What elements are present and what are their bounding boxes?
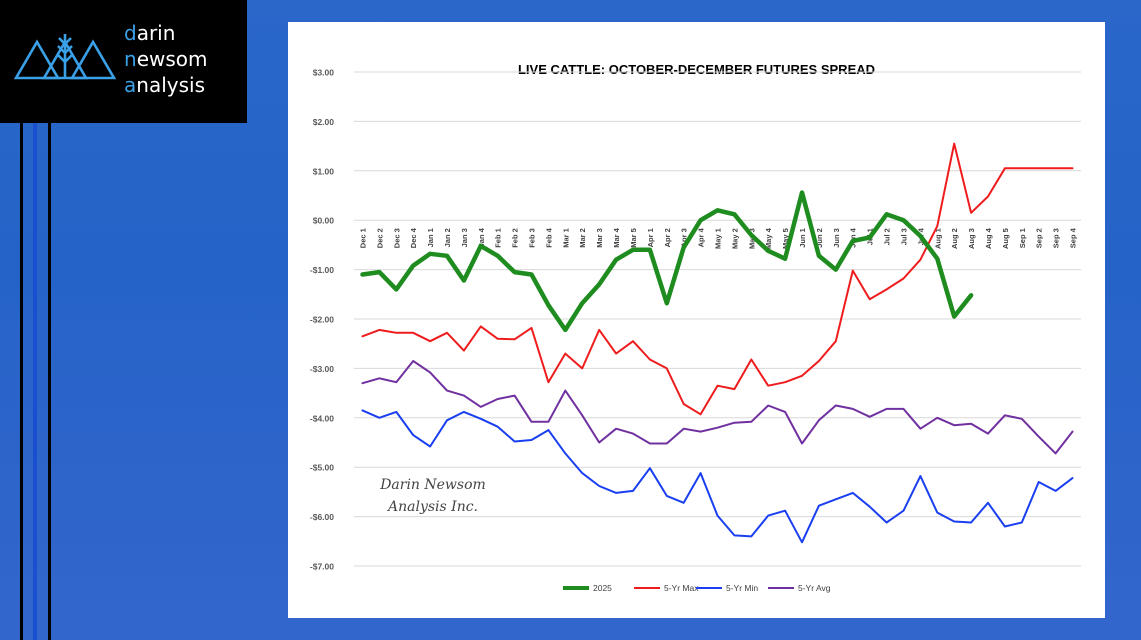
x-tick-label: Dec 3 — [392, 228, 401, 248]
x-tick-label: Aug 4 — [984, 227, 993, 249]
x-tick-label: Jan 3 — [460, 228, 469, 247]
x-tick-label: Mar 3 — [595, 228, 604, 248]
x-tick-label: Jun 1 — [798, 228, 807, 248]
legend-label: 5-Yr Avg — [798, 583, 831, 593]
series-line-2025 — [360, 190, 974, 333]
y-tick-label: -$2.00 — [310, 315, 334, 325]
x-tick-label: Jan 4 — [477, 227, 486, 247]
chart-frame: LIVE CATTLE: OCTOBER-DECEMBER FUTURES SP… — [288, 22, 1105, 618]
y-tick-label: -$6.00 — [310, 512, 334, 522]
y-tick-label: -$5.00 — [310, 463, 334, 473]
x-tick-label: Apr 4 — [697, 227, 706, 247]
x-tick-label: Aug 5 — [1001, 228, 1010, 249]
logo-box: darin newsom analysis — [0, 0, 247, 123]
x-tick-label: Jan 2 — [443, 228, 452, 247]
x-tick-label: Mar 1 — [561, 228, 570, 248]
y-tick-label: -$3.00 — [310, 364, 334, 374]
x-tick-label: Dec 1 — [358, 228, 367, 248]
y-tick-label: -$7.00 — [310, 562, 334, 572]
chart-title: LIVE CATTLE: OCTOBER-DECEMBER FUTURES SP… — [517, 62, 876, 77]
logo-wordmark: darin newsom analysis — [124, 21, 208, 97]
x-tick-label: Sep 4 — [1069, 227, 1078, 248]
y-tick-label: -$1.00 — [310, 265, 334, 275]
series-line-5-yr-min — [361, 409, 1074, 544]
legend-label: 5-Yr Min — [726, 583, 758, 593]
x-tick-label: Jun 4 — [849, 227, 858, 247]
x-tick-label: Feb 1 — [494, 228, 503, 248]
y-tick-label: -$4.00 — [310, 413, 334, 423]
x-tick-label: May 5 — [781, 228, 790, 249]
y-tick-label: $3.00 — [313, 68, 335, 78]
y-tick-label: $2.00 — [313, 117, 335, 127]
x-tick-label: May 2 — [730, 228, 739, 249]
legend-label: 5-Yr Max — [664, 583, 699, 593]
x-tick-label: Aug 2 — [950, 228, 959, 249]
x-tick-label: Aug 1 — [933, 228, 942, 249]
x-tick-label: Sep 1 — [1018, 228, 1027, 248]
x-tick-label: May 1 — [714, 228, 723, 249]
x-tick-label: Apr 1 — [646, 228, 655, 247]
x-tick-label: Apr 3 — [680, 228, 689, 247]
x-tick-label: Mar 4 — [612, 227, 621, 247]
x-tick-label: Feb 3 — [528, 228, 537, 248]
x-tick-label: Jun 3 — [832, 228, 841, 248]
x-tick-label: Feb 4 — [544, 227, 553, 247]
x-tick-label: Aug 3 — [967, 228, 976, 249]
series-line-5-yr-avg — [361, 360, 1074, 455]
x-tick-label: Feb 2 — [511, 228, 520, 248]
x-tick-label: Apr 2 — [663, 228, 672, 247]
series-line-5-yr-max — [361, 142, 1074, 416]
x-tick-label: Sep 2 — [1035, 228, 1044, 248]
x-tick-label: Dec 4 — [409, 227, 418, 248]
legend-label: 2025 — [593, 583, 612, 593]
x-tick-label: Jul 2 — [883, 228, 892, 245]
x-tick-label: Jan 1 — [426, 228, 435, 247]
divider-line-black — [20, 123, 23, 640]
x-tick-label: May 3 — [747, 228, 756, 249]
x-tick-label: Jun 2 — [815, 228, 824, 248]
divider-line-blue — [33, 123, 37, 640]
x-tick-label: Mar 5 — [629, 228, 638, 248]
x-tick-label: Dec 2 — [375, 228, 384, 248]
y-tick-label: $1.00 — [313, 166, 335, 176]
y-tick-label: $0.00 — [313, 216, 335, 226]
mountains-wheat-icon — [13, 34, 117, 80]
x-tick-label: Sep 3 — [1052, 228, 1061, 248]
x-tick-label: May 4 — [764, 227, 773, 249]
chart-plot: $3.00 $2.00 $1.00 $0.00 -$1.00 -$2.00 -$3.00 -$… — [310, 68, 1081, 593]
x-tick-label: Mar 2 — [578, 228, 587, 248]
watermark: Darin Newsom Analysis Inc. — [380, 477, 486, 515]
divider-line-black — [48, 123, 51, 640]
x-tick-label: Jul 3 — [899, 228, 908, 245]
